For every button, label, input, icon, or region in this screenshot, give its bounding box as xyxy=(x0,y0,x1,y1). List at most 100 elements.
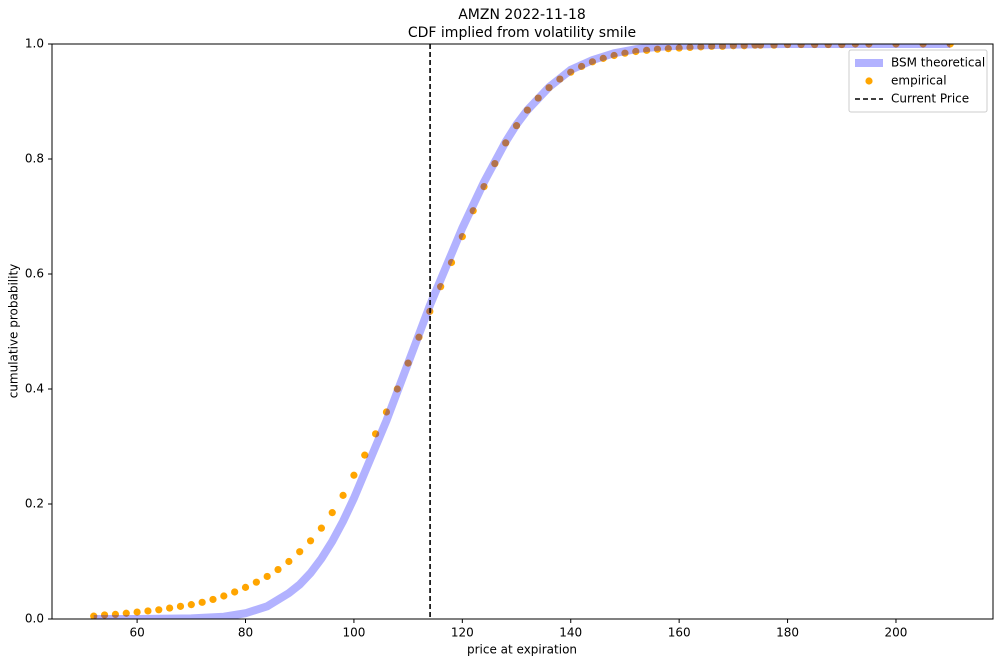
scatter-point xyxy=(708,44,716,50)
scatter-point xyxy=(545,84,553,92)
plot-frame xyxy=(51,43,994,620)
scatter-point xyxy=(252,578,260,586)
scatter-point xyxy=(946,44,954,48)
legend-label: empirical xyxy=(891,74,947,88)
scatter-point xyxy=(166,604,174,612)
scatter-point xyxy=(851,44,859,48)
scatter-point xyxy=(176,602,185,610)
scatter-point xyxy=(144,607,152,615)
scatter-point xyxy=(415,333,423,341)
scatter-point xyxy=(480,183,488,191)
scatter-point xyxy=(534,94,542,102)
scatter-point xyxy=(675,44,683,52)
scatter-point xyxy=(447,258,456,267)
scatter-point xyxy=(751,44,759,49)
scatter-point xyxy=(653,45,662,53)
scatter-point xyxy=(350,471,358,479)
scatter-point xyxy=(632,47,640,56)
scatter-point xyxy=(491,160,499,168)
x-tick-label: 160 xyxy=(668,626,691,640)
scatter-point xyxy=(664,45,672,53)
scatter-point xyxy=(263,572,271,581)
scatter-point xyxy=(372,430,380,438)
scatter-point xyxy=(783,44,792,49)
scatter-point xyxy=(756,44,765,49)
legend-label: BSM theoretical xyxy=(891,56,985,70)
plot-area xyxy=(90,44,954,619)
scatter-point xyxy=(865,44,873,48)
scatter-point xyxy=(556,75,564,83)
scatter-point xyxy=(610,51,618,60)
x-tick-label: 60 xyxy=(129,626,144,640)
x-tick-label: 80 xyxy=(238,626,253,640)
scatter-point xyxy=(469,207,477,215)
scatter-point xyxy=(512,122,521,130)
scatter-point xyxy=(361,451,369,459)
scatter-point xyxy=(567,68,575,76)
x-tick-label: 100 xyxy=(342,626,365,640)
scatter-point xyxy=(90,612,98,619)
scatter-point xyxy=(502,139,510,147)
scatter-point xyxy=(797,44,805,49)
scatter-point xyxy=(274,565,282,574)
y-tick-label: 0.2 xyxy=(25,497,44,511)
scatter-point xyxy=(523,106,531,114)
scatter-point xyxy=(718,44,727,50)
scatter-point xyxy=(404,359,412,367)
scatter-point xyxy=(306,537,315,545)
scatter-point xyxy=(838,44,846,49)
scatter-point xyxy=(892,44,900,48)
scatter-point xyxy=(317,524,325,532)
x-tick-label: 140 xyxy=(559,626,582,640)
x-tick-label: 200 xyxy=(885,626,908,640)
scatter-point xyxy=(729,44,737,50)
y-tick-label: 0.8 xyxy=(25,152,44,166)
y-tick-label: 0.0 xyxy=(25,612,44,626)
scatter-point xyxy=(285,557,293,566)
scatter-point xyxy=(824,44,832,49)
scatter-point xyxy=(111,610,120,619)
scatter-point xyxy=(100,611,109,619)
scatter-point xyxy=(919,44,927,48)
scatter-point xyxy=(770,44,778,49)
chart-subtitle: CDF implied from volatility smile xyxy=(408,25,636,41)
x-axis-label: price at expiration xyxy=(467,643,577,657)
scatter-point xyxy=(458,233,466,241)
legend-swatch xyxy=(865,77,873,85)
scatter-point xyxy=(393,385,401,393)
scatter-point xyxy=(382,408,391,416)
scatter-point xyxy=(686,44,694,52)
scatter-point xyxy=(296,548,304,556)
y-tick-label: 0.4 xyxy=(25,382,44,396)
y-tick-label: 1.0 xyxy=(25,37,44,51)
scatter-point xyxy=(241,583,250,591)
scatter-point xyxy=(621,49,629,57)
scatter-point xyxy=(328,509,336,517)
scatter-point xyxy=(209,595,217,604)
legend-box xyxy=(848,49,988,113)
chart-title: AMZN 2022-11-18 xyxy=(458,7,586,23)
scatter-point xyxy=(220,592,228,600)
y-tick-label: 0.6 xyxy=(25,267,44,281)
scatter-point xyxy=(740,44,748,50)
x-tick-label: 120 xyxy=(451,626,474,640)
scatter-point xyxy=(577,62,586,71)
scatter-point xyxy=(231,588,239,596)
y-axis-label: cumulative probability xyxy=(7,264,21,399)
scatter-point xyxy=(811,44,819,49)
scatter-point xyxy=(198,598,206,606)
scatter-point xyxy=(697,44,705,51)
scatter-point xyxy=(339,491,347,499)
scatter-point xyxy=(643,46,651,54)
scatter-point xyxy=(155,606,163,614)
x-tick-label: 180 xyxy=(776,626,799,640)
line xyxy=(93,44,951,619)
legend-label: Current Price xyxy=(891,92,969,106)
scatter-point xyxy=(122,609,130,617)
scatter-point xyxy=(133,608,141,616)
scatter-point xyxy=(599,54,607,62)
scatter-point xyxy=(187,601,195,609)
scatter-point xyxy=(588,58,597,66)
